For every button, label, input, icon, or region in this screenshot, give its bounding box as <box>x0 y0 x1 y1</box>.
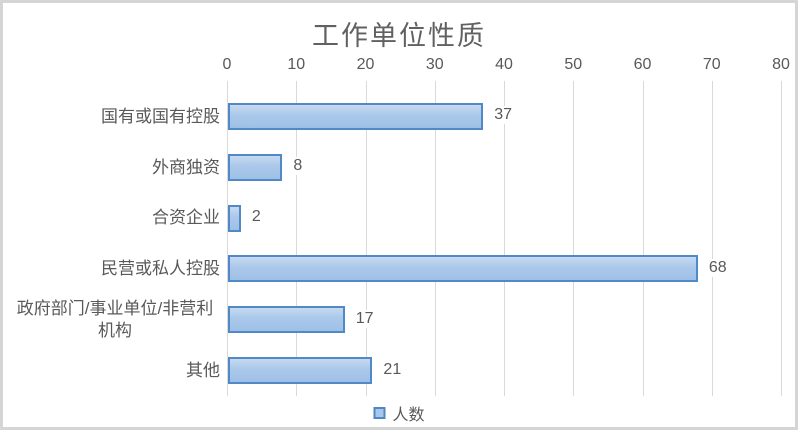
gridline <box>227 81 228 396</box>
bar <box>228 204 241 232</box>
category-label: 国有或国有控股 <box>3 91 220 142</box>
value-label: 37 <box>492 106 515 125</box>
gridline <box>781 81 782 396</box>
x-axis-tick-label: 70 <box>702 56 721 73</box>
x-axis-tick-label: 30 <box>425 56 444 73</box>
value-label: 8 <box>291 157 305 176</box>
value-label: 2 <box>249 208 263 227</box>
category-label-text: 其他 <box>186 360 220 380</box>
x-axis-tick-label: 10 <box>287 56 306 73</box>
chart-title: 工作单位性质 <box>312 21 486 51</box>
value-label: 68 <box>706 258 729 277</box>
category-label: 其他 <box>3 345 220 396</box>
bar <box>228 255 698 283</box>
x-axis-tick-label: 50 <box>564 56 583 73</box>
category-label-text: 合资企业 <box>152 208 220 228</box>
bar <box>228 102 484 130</box>
bar <box>228 306 345 334</box>
value-label: 17 <box>353 309 376 328</box>
category-label: 民营或私人控股 <box>3 244 220 295</box>
x-axis-tick-label: 60 <box>633 56 652 73</box>
category-label-text: 民营或私人控股 <box>101 259 220 279</box>
category-label-text: 政府部门/事业单位/非营利机构 <box>16 299 214 340</box>
x-axis-tick-label: 40 <box>495 56 513 73</box>
legend-swatch-icon <box>373 407 386 419</box>
category-label: 政府部门/事业单位/非营利机构 <box>3 294 220 345</box>
x-axis-tick-label: 20 <box>356 56 375 73</box>
category-label-text: 外商独资 <box>152 157 220 177</box>
legend: 人数 <box>373 401 425 425</box>
x-axis-tick-label: 80 <box>772 56 790 73</box>
category-label: 外商独资 <box>3 142 220 193</box>
legend-label: 人数 <box>392 407 425 424</box>
category-label-text: 国有或国有控股 <box>101 106 220 126</box>
x-axis-tick-label: 0 <box>222 56 232 73</box>
value-label: 21 <box>381 360 404 379</box>
bar <box>228 357 373 385</box>
category-label: 合资企业 <box>3 193 220 244</box>
gridline <box>504 81 505 396</box>
gridline <box>365 81 367 396</box>
gridline <box>573 81 575 396</box>
bar <box>228 153 283 181</box>
gridline <box>642 81 644 396</box>
gridline <box>711 81 713 396</box>
gridline <box>434 81 436 396</box>
gridline <box>296 81 298 396</box>
